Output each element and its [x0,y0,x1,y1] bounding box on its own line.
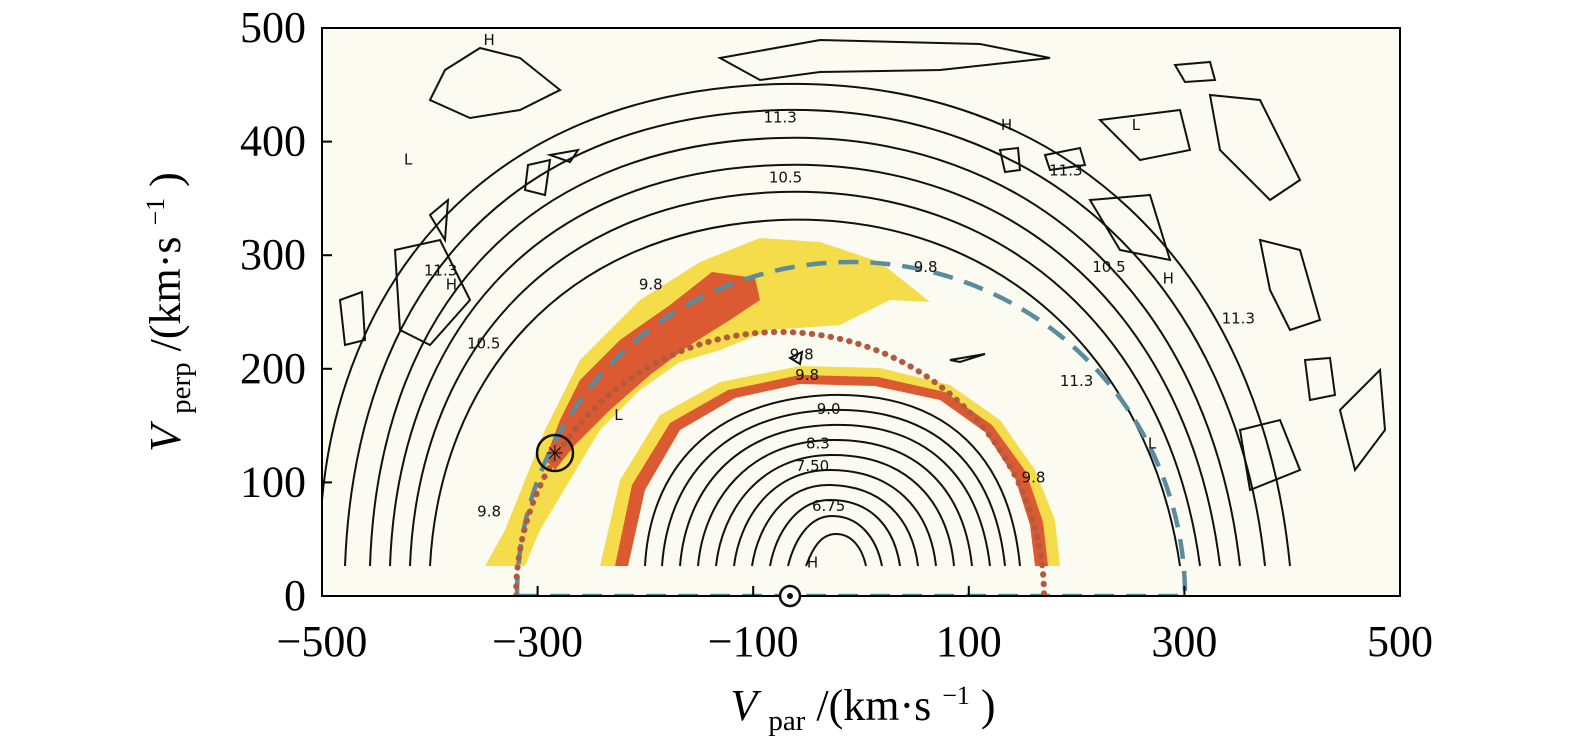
contour-level-label: 9.8 [477,502,501,520]
lower-inner-dome [628,384,1035,566]
high-marker-label: H [446,275,457,293]
contour-level-label: 9.8 [639,275,663,293]
low-marker-label: L [1132,116,1141,134]
upper-orange-core [545,272,760,470]
x-tick-label: 500 [1367,617,1433,666]
plot-frame [321,27,1401,597]
low-marker-label: L [404,150,413,168]
y-axis-title: V perp /(km·s −1 ) [125,172,200,452]
x-tick-label: 100 [936,617,1002,666]
contour-level-label: 9.8 [914,258,938,276]
contour-labels: 11.3 10.5 11.3 10.5 9.8 9.8 9.8 9.0 8.3 7.50 6.75 9… [424,108,1255,520]
contour-level-label: 9.8 [1022,468,1046,486]
y-tick-label: 100 [240,457,306,506]
y-tick-label: 400 [240,117,306,166]
region-labels: H L H H L H L L H [404,31,1174,572]
high-marker-label: H [483,31,494,49]
x-axis-title: V par /(km·s −1 ) [730,665,995,740]
contour-level-label: 11.3 [1060,372,1093,390]
contour-level-label: 11.3 [424,262,457,280]
marker-circled-dot [778,584,802,608]
contour-level-label: 7.50 [796,457,829,475]
y-tick-label: 0 [284,571,306,620]
y-tick-label: 500 [240,3,306,52]
svg-text:✳: ✳ [546,442,564,467]
contour-level-label: 11.3 [1222,309,1255,327]
contour-level-label: 10.5 [467,334,500,352]
y-tick-label: 300 [240,230,306,279]
contour-level-label: 8.3 [806,434,830,452]
markers: ✳ [535,433,802,608]
contour-level-label: 11.3 [1049,162,1082,180]
inner-contours [644,393,1021,567]
outer-contours [322,82,1291,567]
contour-level-label: 9.8 [790,346,814,364]
high-marker-label: H [1163,270,1174,288]
x-axis: −500 −300 −100 100 300 500 [277,586,1433,666]
contour-level-label: 6.75 [812,497,845,515]
upper-yellow-band [485,238,930,566]
low-marker-label: L [614,406,623,424]
contour-level-label: 9.8 [795,366,819,384]
y-axis: 0 100 200 300 400 500 [240,3,332,620]
marker-circled-star: ✳ [535,433,575,473]
x-tick-label: −500 [277,617,368,666]
contour-level-label: 9.0 [817,400,841,418]
x-tick-label: −300 [492,617,583,666]
contour-level-label: 10.5 [1092,258,1125,276]
contour-level-label: 11.3 [763,108,796,126]
x-tick-label: 300 [1151,617,1217,666]
y-tick-label: 200 [240,344,306,393]
noise-contours [338,38,1387,492]
low-marker-label: L [1148,434,1157,452]
contour-level-label: 10.5 [769,168,802,186]
x-tick-label: −100 [708,617,799,666]
high-marker-label: H [1001,116,1012,134]
high-marker-label: H [807,554,818,572]
